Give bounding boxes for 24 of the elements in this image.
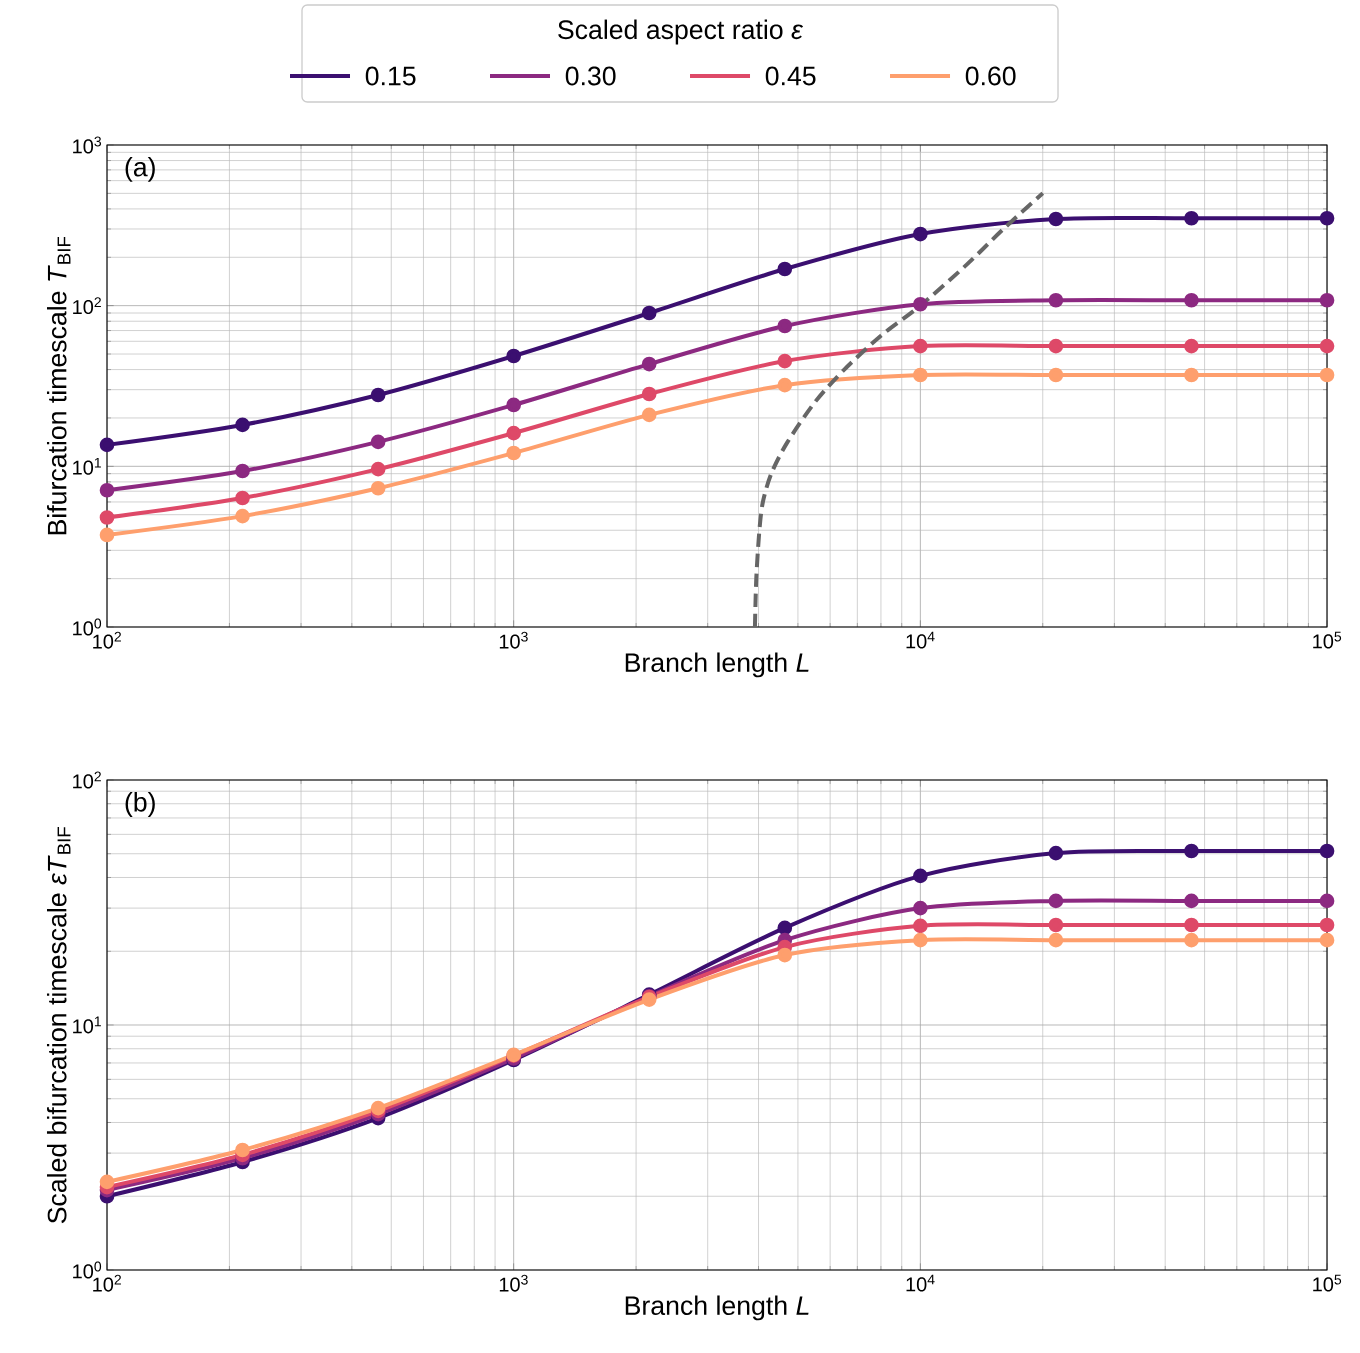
y-axis-title: Scaled bifurcation timescale εT$_{BIF}$ bbox=[46, 827, 71, 1224]
x-tick-label: 10$^{5}$ bbox=[1313, 631, 1342, 649]
x-tick-label: 10$^{4}$ bbox=[906, 1274, 935, 1292]
y-tick-label: 10$^{2}$ bbox=[73, 297, 101, 315]
y-axis-title: Bifurcation timescale T$_{BIF}$ bbox=[46, 236, 71, 535]
legend-label: 0.60 bbox=[965, 66, 1016, 86]
annotation: (b) bbox=[125, 792, 155, 817]
annotation: (a) bbox=[125, 156, 155, 182]
x-tick-label: 10$^{3}$ bbox=[499, 1274, 528, 1292]
y-tick-label: 10$^{2}$ bbox=[73, 771, 101, 789]
x-axis-title: Branch length L bbox=[625, 1295, 809, 1321]
legend-label: 0.45 bbox=[765, 66, 816, 86]
x-axis-title: Branch length L bbox=[625, 652, 809, 678]
x-tick-label: 10$^{3}$ bbox=[499, 631, 528, 649]
legend-label: 0.15 bbox=[365, 66, 416, 86]
x-tick-label: 10$^{4}$ bbox=[906, 631, 935, 649]
y-tick-label: 10$^{1}$ bbox=[73, 457, 101, 475]
x-tick-label: 10$^{5}$ bbox=[1313, 1274, 1342, 1292]
legend-label: 0.30 bbox=[565, 66, 616, 86]
y-tick-label: 10$^{3}$ bbox=[73, 136, 102, 154]
x-tick-label: 10$^{2}$ bbox=[93, 1274, 121, 1292]
x-tick-label: 10$^{2}$ bbox=[93, 631, 121, 649]
legend-title: Scaled aspect ratio ε bbox=[558, 19, 804, 45]
y-tick-label: 10$^{1}$ bbox=[73, 1016, 101, 1034]
